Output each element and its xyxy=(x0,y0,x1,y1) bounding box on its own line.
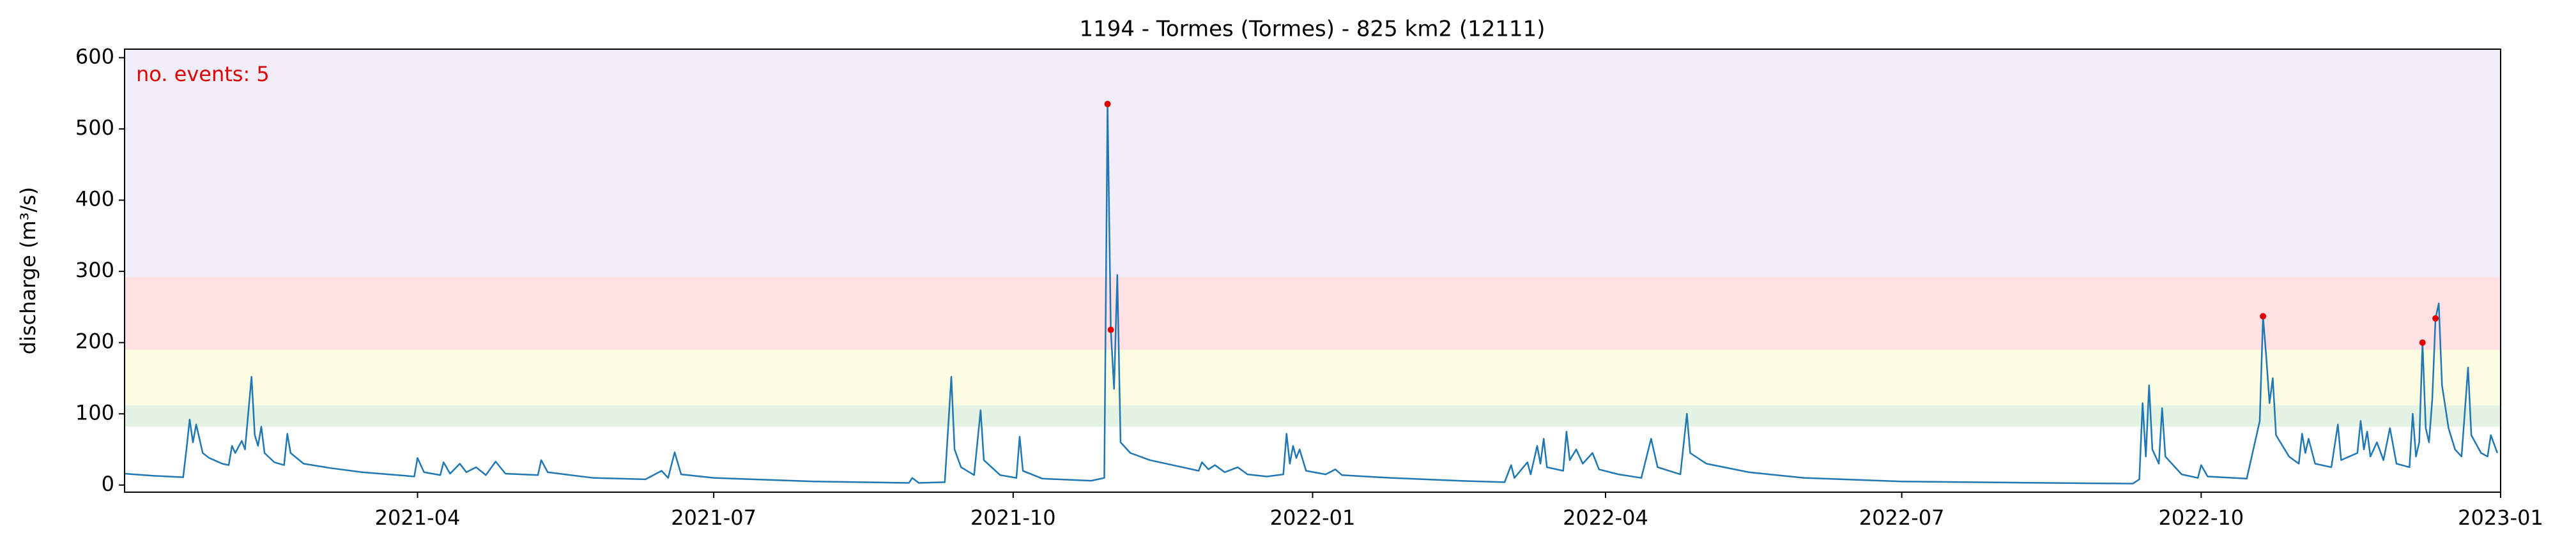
x-tick-label: 2022-10 xyxy=(2158,506,2244,530)
y-tick-label: 400 xyxy=(75,187,114,211)
y-tick-label: 300 xyxy=(75,258,114,282)
plot-frame xyxy=(124,49,2501,493)
threshold-band xyxy=(125,405,2501,427)
discharge-line xyxy=(124,103,2499,485)
threshold-band xyxy=(125,349,2501,405)
x-tick-label: 2021-04 xyxy=(375,506,461,530)
x-tick-label: 2021-10 xyxy=(970,506,1056,530)
chart-title: 1194 - Tormes (Tormes) - 825 km2 (12111) xyxy=(1079,17,1545,42)
y-axis-label: discharge (m³/s) xyxy=(16,187,40,355)
event-point xyxy=(1104,100,1111,107)
event-count: no. events: 5 xyxy=(136,62,270,86)
y-tick-label: 100 xyxy=(75,400,114,425)
x-tick-label: 2022-04 xyxy=(1563,506,1648,530)
x-tick-label: 2021-07 xyxy=(671,506,756,530)
x-tick-label: 2022-07 xyxy=(1859,506,1945,530)
event-point xyxy=(2419,339,2426,346)
event-point xyxy=(2432,315,2439,322)
x-tick-label: 2023-01 xyxy=(2458,506,2543,530)
threshold-band xyxy=(125,277,2501,350)
event-point xyxy=(1107,326,1114,333)
y-tick-label: 600 xyxy=(75,44,114,68)
y-tick-label: 200 xyxy=(75,329,114,354)
y-tick-label: 0 xyxy=(102,472,114,496)
threshold-band xyxy=(125,49,2501,278)
y-tick-label: 500 xyxy=(75,116,114,140)
event-point xyxy=(2260,313,2267,320)
x-tick-label: 2022-01 xyxy=(1270,506,1356,530)
